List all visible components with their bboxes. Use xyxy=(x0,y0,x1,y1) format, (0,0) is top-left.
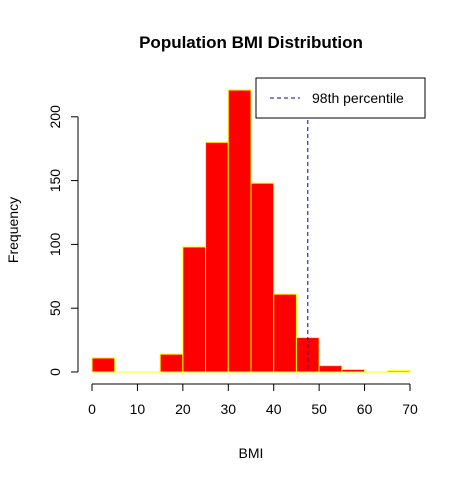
histogram-bar xyxy=(250,182,275,373)
y-axis: 0 50 100 150 200 xyxy=(47,105,79,376)
y-tick-label: 100 xyxy=(47,233,63,257)
histogram-bars xyxy=(91,89,411,373)
y-tick-label: 150 xyxy=(47,169,63,193)
x-tick-label: 60 xyxy=(357,401,373,417)
x-tick-label: 50 xyxy=(311,401,327,417)
x-axis-label: BMI xyxy=(239,445,264,461)
histogram-bar xyxy=(91,357,116,373)
x-tick-label: 20 xyxy=(175,401,191,417)
x-tick-label: 40 xyxy=(266,401,282,417)
y-tick-label: 50 xyxy=(47,300,63,316)
histogram-bar xyxy=(273,293,297,373)
x-tick-label: 70 xyxy=(402,401,418,417)
histogram-bar xyxy=(205,141,229,373)
y-tick-label: 200 xyxy=(47,105,63,129)
x-tick-label: 10 xyxy=(130,401,146,417)
legend: 98th percentile xyxy=(255,77,426,119)
y-axis-label: Frequency xyxy=(5,197,21,263)
chart-title: Population BMI Distribution xyxy=(139,33,363,52)
histogram-bar xyxy=(182,246,207,373)
histogram-bar xyxy=(318,365,343,373)
histogram-bar xyxy=(341,368,366,373)
x-tick-label: 30 xyxy=(220,401,236,417)
histogram-bar xyxy=(227,89,252,373)
histogram-bar xyxy=(159,353,184,373)
x-tick-label: 0 xyxy=(88,401,96,417)
x-axis: 0 10 20 30 40 50 60 70 xyxy=(88,383,418,417)
histogram-bar xyxy=(386,370,411,373)
y-tick-label: 0 xyxy=(47,368,63,376)
legend-entry-label: 98th percentile xyxy=(312,90,404,106)
